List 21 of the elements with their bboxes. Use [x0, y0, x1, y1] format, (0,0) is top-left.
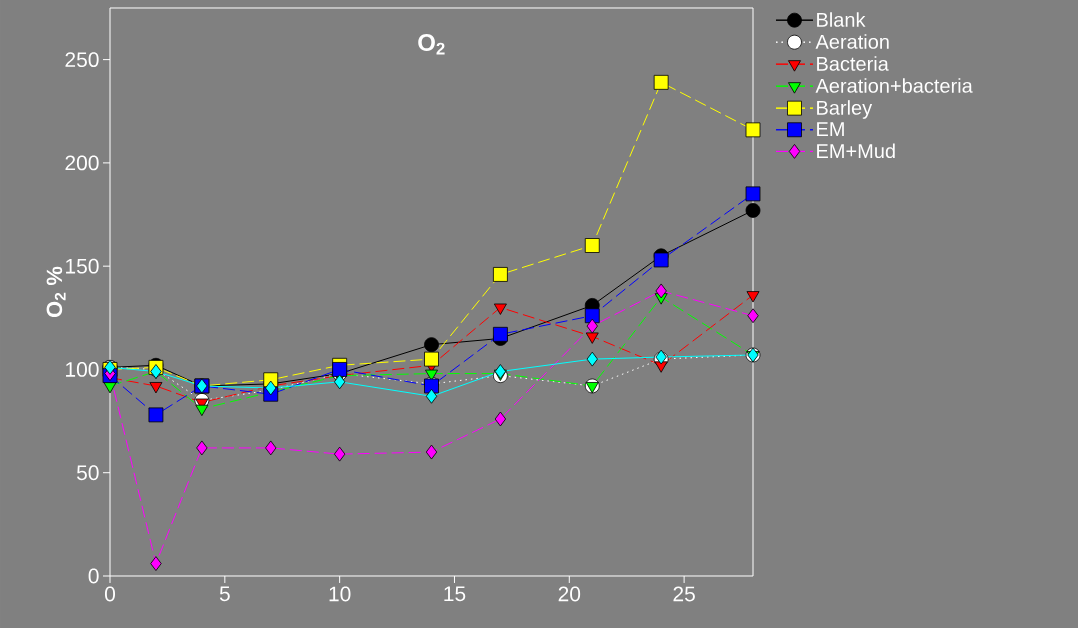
legend-label: Aeration	[815, 34, 889, 49]
y-axis-title: O$_{2}$ %	[46, 266, 66, 317]
x-tick-label: 25	[673, 586, 695, 602]
x-tick-label: 15	[444, 586, 466, 602]
y-tick-label: 100	[66, 362, 99, 377]
legend-label: Aeration+bacteria	[815, 78, 973, 93]
y-tick-label: 200	[65, 155, 99, 171]
text: O$_{2}$	[418, 33, 445, 55]
legend-label: Bacteria	[817, 56, 889, 71]
legend-label: Blank	[817, 12, 866, 27]
y-tick-label: 250	[65, 52, 99, 68]
y-tick-label: 150	[66, 258, 99, 274]
legend-label: EM	[817, 122, 844, 136]
x-tick-label: 5	[219, 586, 230, 602]
legend-label: EM+Mud	[817, 143, 895, 159]
y-tick-label: 0	[88, 568, 99, 584]
x-tick-label: 0	[104, 586, 116, 602]
legend-label: Barley	[817, 100, 873, 119]
x-tick-label: 10	[329, 586, 351, 602]
y-tick-label: 50	[76, 465, 99, 481]
x-tick-label: 20	[558, 586, 581, 602]
